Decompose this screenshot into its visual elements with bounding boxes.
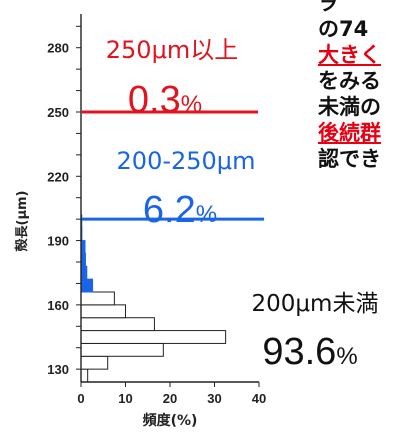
annotation-label: 250μm以上 [106,36,238,64]
annotation-label: 200-250μm [117,147,256,175]
annotation-value: 6.2% [143,189,217,231]
histogram-bar [80,342,164,357]
histogram-bar [80,265,88,280]
annotation-value: 93.6% [262,331,357,373]
y-tick-label: 250 [47,105,69,120]
side-text-line: ヲ [318,0,339,15]
histogram-bar [80,278,94,293]
y-axis-label: 殻長(μm) [14,191,30,252]
side-text-line: の74 [318,17,369,41]
annotation-value-number: 93.6 [262,331,336,373]
annotation-label: 200μm未満 [252,291,379,317]
y-tick-label: 160 [47,298,69,313]
x-tick-label: 30 [207,391,221,406]
side-text-line: 認でき [318,147,381,171]
side-text-line: 未満の [318,95,381,119]
histogram-bar [80,355,109,370]
x-tick-label: 10 [118,391,132,406]
annotation-value-unit: % [181,91,202,118]
y-tick-label: 220 [47,169,69,184]
annotation-value-number: 6.2 [143,189,196,231]
histogram-bar [80,304,126,319]
y-tick-label: 130 [47,362,69,377]
annotation-value-unit: % [336,343,357,370]
side-text-line: 後続群 [318,121,381,145]
side-text-column: ヲの74 大きく をみる 未満の 後続群 認でき [318,0,406,230]
histogram-bar [80,317,155,332]
side-text-line: 大きく [318,43,381,67]
x-axis-label: 頻度(%) [143,412,198,429]
histogram-bar [80,330,227,344]
annotation-value-number: 0.3 [128,79,181,121]
annotation-value-unit: % [196,201,217,228]
x-tick-label: 40 [252,391,266,406]
side-text-line: をみる [318,69,381,93]
y-tick-label: 190 [47,234,69,249]
x-tick-label: 0 [77,391,84,406]
y-tick-label: 280 [47,41,69,56]
annotation-value: 0.3% [128,79,202,121]
histogram-bar [80,291,115,306]
histogram-bar [80,368,89,383]
x-tick-label: 20 [163,391,177,406]
